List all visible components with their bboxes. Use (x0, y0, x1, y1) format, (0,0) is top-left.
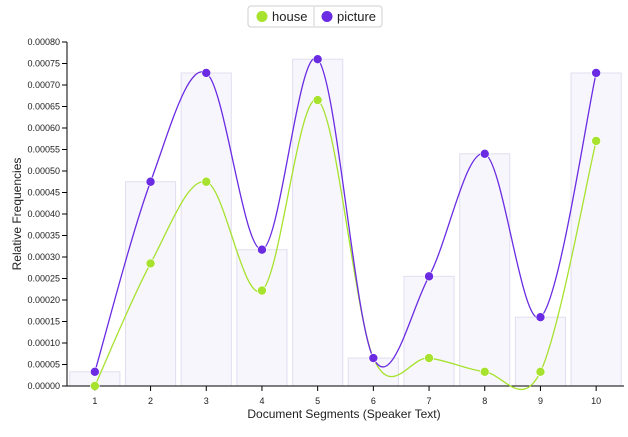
data-point-house[interactable] (257, 285, 267, 296)
data-point-house[interactable] (312, 95, 323, 105)
data-point-picture[interactable] (201, 68, 212, 78)
segment-bar (124, 181, 177, 387)
y-tick-label: 0.00020 (27, 295, 60, 305)
y-tick-label: 0.00005 (27, 360, 60, 370)
data-point-house[interactable] (535, 367, 546, 377)
x-tick-label: 4 (259, 396, 264, 406)
series-line-picture (94, 57, 597, 372)
data-point-picture[interactable] (145, 176, 156, 187)
data-point-picture[interactable] (312, 54, 323, 65)
x-tick-label: 7 (427, 396, 432, 406)
data-point-picture[interactable] (535, 312, 546, 323)
legend-item-picture[interactable]: picture (321, 9, 377, 24)
x-tick-label: 2 (148, 396, 153, 406)
x-tick-label: 10 (591, 396, 601, 406)
x-tick-label: 6 (371, 396, 376, 406)
legend-swatch-house (256, 11, 268, 22)
y-tick-label: 0.00060 (27, 123, 60, 133)
data-point-picture[interactable] (368, 353, 379, 363)
y-tick-label: 0.00040 (27, 209, 60, 219)
data-point-picture[interactable] (591, 68, 601, 78)
x-axis-title: Document Segments (Speaker Text) (247, 407, 440, 421)
y-tick-label: 0.00070 (27, 80, 60, 90)
data-point-house[interactable] (145, 258, 156, 269)
legend: house picture (247, 5, 383, 28)
data-point-house[interactable] (201, 176, 212, 187)
legend-label-picture: picture (337, 9, 376, 24)
data-point-picture[interactable] (424, 271, 434, 282)
x-tick-label: 1 (92, 396, 97, 406)
x-tick-label: 8 (482, 396, 487, 406)
y-tick-label: 0.00055 (27, 145, 60, 155)
y-tick-label: 0.00030 (27, 252, 60, 262)
y-tick-label: 0.00075 (27, 59, 60, 69)
y-tick-label: 0.00050 (27, 166, 60, 176)
data-point-house[interactable] (591, 136, 601, 146)
data-point-house[interactable] (90, 381, 100, 391)
segment-bar (570, 72, 622, 387)
x-tick-label: 3 (204, 396, 209, 406)
series-points (90, 54, 601, 391)
legend-label-house: house (272, 9, 307, 24)
data-point-picture[interactable] (479, 149, 490, 159)
y-tick-label: 0.00010 (27, 338, 60, 348)
y-tick-label: 0.00035 (27, 231, 60, 241)
data-point-picture[interactable] (257, 244, 267, 255)
segment-bars (69, 58, 622, 387)
legend-frame (247, 5, 383, 28)
y-tick-label: 0.00025 (27, 274, 60, 284)
segment-bar (403, 275, 455, 387)
y-tick-label: 0.00045 (27, 188, 60, 198)
legend-item-house[interactable]: house (256, 9, 308, 24)
segment-bar (292, 58, 344, 387)
y-tick-label: 0.00015 (27, 317, 60, 327)
y-tick-label: 0.00000 (27, 381, 60, 391)
y-tick-label: 0.00080 (27, 37, 60, 47)
data-point-picture[interactable] (90, 367, 100, 377)
axes: 0.00000 0.00005 0.00010 0.00015 0.00020 0.000… (27, 37, 624, 406)
y-axis-title: Relative Frequencies (10, 158, 24, 271)
data-point-house[interactable] (424, 353, 434, 363)
series-lines (94, 57, 597, 391)
data-point-house[interactable] (479, 367, 490, 377)
x-tick-label: 5 (315, 396, 320, 406)
segment-bar (459, 153, 511, 387)
series-line-house (94, 99, 597, 391)
x-tick-label: 9 (538, 396, 543, 406)
y-tick-label: 0.00065 (27, 102, 60, 112)
segment-bar (180, 72, 232, 387)
legend-swatch-picture (321, 11, 333, 22)
